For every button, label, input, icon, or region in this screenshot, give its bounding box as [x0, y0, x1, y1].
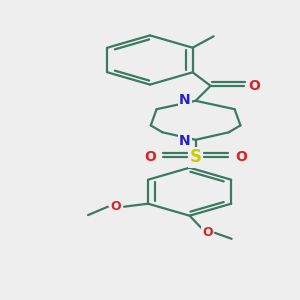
Text: O: O — [110, 200, 121, 213]
Text: O: O — [144, 150, 156, 164]
Text: N: N — [179, 93, 190, 107]
Text: N: N — [179, 134, 190, 148]
Text: O: O — [248, 79, 260, 93]
Text: S: S — [190, 148, 202, 166]
Text: O: O — [235, 150, 247, 164]
Text: O: O — [202, 226, 213, 239]
